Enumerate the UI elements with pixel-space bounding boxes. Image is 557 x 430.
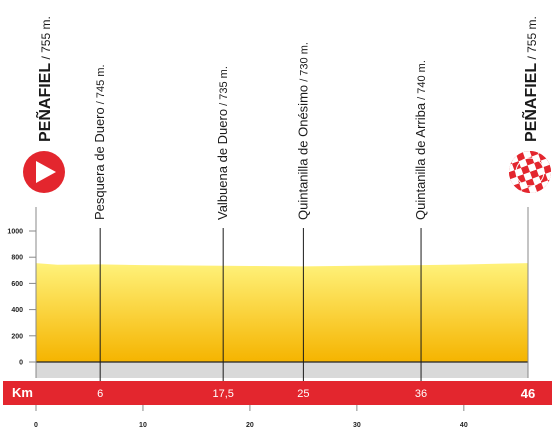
checker-square	[530, 191, 540, 199]
checker-square	[508, 192, 518, 199]
waypoint-labels: Pesquera de Duero / 745 m. Valbuena de Du…	[34, 16, 540, 220]
y-axis: 1000 800 600 400 200 0	[7, 229, 36, 367]
y-tick-label: 1000	[7, 229, 23, 236]
checker-ring	[515, 157, 545, 187]
checker-square	[540, 158, 550, 168]
km-band-value: 6	[97, 388, 103, 400]
checker-square	[534, 182, 544, 192]
km-band-finish-value: 46	[521, 386, 535, 401]
x-tick-label: 10	[139, 422, 147, 429]
checker-square	[527, 163, 537, 172]
checker-square	[552, 169, 557, 178]
checker-square	[510, 176, 520, 186]
checker-square	[520, 145, 530, 153]
waypoint-guides	[99, 228, 422, 381]
finish-checkered-flag-icon	[494, 136, 557, 208]
km-band	[3, 381, 552, 405]
km-band-value: 25	[297, 388, 309, 400]
x-tick-label: 0	[34, 422, 38, 429]
checker-square	[506, 185, 516, 195]
y-tick-label: 0	[19, 360, 23, 367]
checker-square	[543, 186, 553, 196]
checker-square	[503, 159, 506, 169]
km-band-values: 6 17,5 25 36 46	[97, 386, 535, 401]
checker-square	[524, 194, 533, 199]
checker-square	[530, 169, 539, 179]
waypoint-label: Valbuena de Duero / 735 m.	[215, 66, 230, 220]
y-tick-label: 800	[11, 255, 23, 262]
checker-square	[507, 148, 517, 158]
waypoint-label: Quintanilla de Onésimo / 730 m.	[295, 42, 310, 220]
y-tick-label: 200	[11, 333, 23, 340]
checker-square	[542, 145, 552, 152]
checker-square	[540, 136, 549, 145]
checker-square	[503, 172, 511, 182]
checker-square	[521, 165, 530, 175]
checker-square	[507, 170, 517, 180]
y-tick-label: 400	[11, 307, 23, 314]
x-tick-label: 30	[353, 422, 361, 429]
checker-square	[522, 149, 532, 159]
km-band-value: 17,5	[212, 388, 233, 400]
checker-square	[544, 149, 554, 159]
x-tick-label: 40	[460, 422, 468, 429]
checker-square	[503, 150, 510, 160]
checker-square	[543, 164, 553, 174]
checker-square	[511, 199, 520, 208]
checker-square	[550, 184, 557, 194]
x-tick-label: 20	[246, 422, 254, 429]
km-band-value: 36	[415, 388, 427, 400]
x-axis: 0 10 20 30 40	[34, 405, 468, 429]
waypoint-label: Pesquera de Duero / 745 m.	[92, 64, 107, 220]
checker-square	[523, 172, 533, 181]
start-label: PEÑAFIEL / 755 m.	[34, 16, 54, 142]
waypoint-label: Quintanilla de Arriba / 740 m.	[413, 60, 428, 220]
ground-band	[36, 362, 528, 378]
checker-square	[517, 196, 527, 199]
checker-square	[503, 166, 508, 175]
elevation-area	[36, 263, 528, 362]
km-band-label: Km	[12, 385, 33, 400]
checker-square	[516, 152, 526, 162]
finish-label: PEÑAFIEL / 755 m.	[520, 16, 540, 142]
start-play-icon	[23, 151, 65, 193]
y-tick-label: 600	[11, 281, 23, 288]
checker-square	[494, 153, 503, 162]
checker-square	[528, 185, 538, 195]
